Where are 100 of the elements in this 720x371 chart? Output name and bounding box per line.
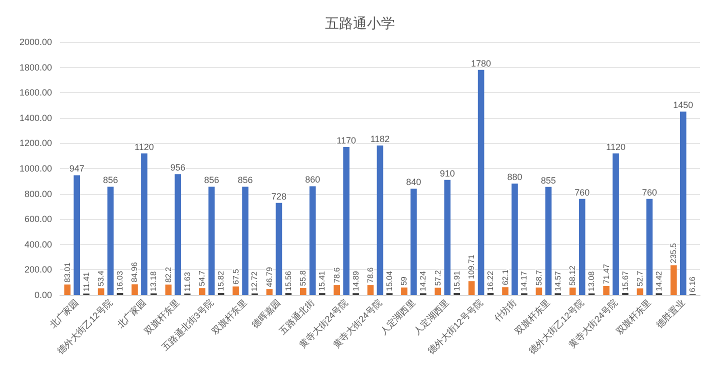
data-label: 14.42	[654, 270, 664, 292]
y-tick-label: 1600.00	[19, 88, 52, 98]
y-tick-label: 600.00	[24, 214, 52, 224]
bar	[646, 198, 653, 295]
data-label: 58.12	[568, 265, 578, 286]
bar	[545, 186, 552, 295]
data-label: 947	[69, 164, 84, 174]
y-tick-label: 0.00	[34, 290, 52, 300]
bar	[468, 281, 475, 295]
data-label: 910	[440, 168, 455, 178]
data-label: 62.1	[500, 269, 510, 286]
data-label: 13.18	[149, 270, 158, 292]
bar	[401, 288, 408, 295]
data-label: 16.22	[486, 270, 496, 291]
data-label: 83.01	[62, 262, 72, 282]
y-tick-label: 200.00	[24, 264, 52, 275]
y-tick-label: 1000.00	[19, 164, 52, 174]
data-label: 956	[170, 162, 186, 173]
bar	[276, 202, 282, 295]
bar	[232, 286, 239, 295]
bar	[198, 288, 206, 295]
data-label: 15.67	[620, 270, 630, 292]
data-label: 856	[238, 175, 253, 186]
y-tick-label: 800.00	[24, 188, 52, 199]
data-label: 11.41	[82, 272, 91, 292]
data-label: 67.5	[231, 268, 240, 284]
data-label: 855	[540, 175, 556, 186]
bar	[367, 285, 374, 295]
bar	[376, 145, 384, 295]
bar	[444, 180, 451, 295]
data-label: 6.16	[688, 276, 698, 292]
data-label: 54.7	[198, 270, 207, 286]
bar	[107, 186, 114, 295]
data-label: 71.47	[602, 263, 611, 284]
bar	[309, 186, 316, 295]
data-label: 14.24	[418, 270, 428, 292]
data-label: 14.17	[520, 270, 529, 292]
bar	[300, 288, 306, 295]
bar	[98, 288, 104, 295]
y-tick-label: 1800.00	[19, 62, 52, 72]
bar	[636, 288, 644, 295]
bar	[266, 289, 273, 295]
data-label: 11.63	[182, 272, 192, 292]
data-label: 14.89	[351, 270, 360, 292]
bar	[612, 153, 619, 295]
data-label: 58.7	[534, 269, 544, 286]
bar	[502, 287, 508, 295]
bar	[132, 284, 138, 295]
data-label: 1170	[336, 135, 356, 146]
data-label: 82.2	[164, 266, 173, 283]
data-label: 16.03	[116, 270, 124, 291]
bar	[208, 186, 215, 295]
bar	[74, 175, 80, 295]
data-label: 15.41	[318, 270, 327, 292]
x-tick-label: 什坊街	[492, 297, 518, 324]
data-label: 109.71	[467, 254, 476, 280]
bar	[64, 284, 71, 295]
data-label: 59	[400, 276, 409, 286]
data-label: 14.57	[553, 270, 562, 292]
data-label: 856	[103, 175, 118, 186]
bar	[165, 284, 172, 295]
data-label: 46.79	[264, 266, 274, 288]
bar	[536, 288, 542, 295]
data-label: 1450	[673, 100, 694, 110]
data-label: 1182	[370, 134, 390, 144]
bar	[578, 198, 586, 295]
data-label: 12.72	[250, 270, 260, 292]
y-tick-label: 1200.00	[19, 138, 52, 148]
data-label: 1120	[606, 142, 626, 152]
data-label: 57.2	[433, 270, 442, 286]
data-label: 760	[642, 187, 657, 198]
data-label: 15.04	[384, 270, 394, 292]
bar	[670, 265, 677, 295]
data-label: 1780	[471, 58, 492, 68]
y-tick-label: 2000.00	[19, 37, 52, 47]
data-label: 13.08	[587, 270, 596, 292]
bar	[569, 288, 576, 295]
bar	[478, 70, 484, 295]
data-label: 53.4	[96, 270, 106, 286]
y-tick-label: 1400.00	[19, 112, 52, 123]
data-label: 84.96	[130, 262, 140, 282]
data-label: 880	[507, 172, 522, 182]
data-label: 78.6	[332, 266, 342, 284]
bar	[334, 285, 340, 295]
data-label: 78.6	[366, 266, 376, 284]
bar	[343, 146, 350, 295]
bar	[141, 153, 148, 295]
data-label: 15.91	[452, 270, 462, 291]
bar	[512, 184, 518, 295]
data-label: 55.8	[298, 270, 308, 286]
bar	[603, 286, 610, 295]
bar	[174, 174, 182, 295]
bar	[434, 288, 442, 295]
x-tick-label: 德胜置业	[654, 297, 687, 330]
bar	[242, 186, 248, 295]
bar	[680, 112, 686, 295]
y-tick-label: 400.00	[24, 239, 52, 250]
data-label: 856	[204, 175, 220, 186]
data-label: 52.7	[636, 270, 644, 286]
data-label: 760	[574, 187, 590, 198]
